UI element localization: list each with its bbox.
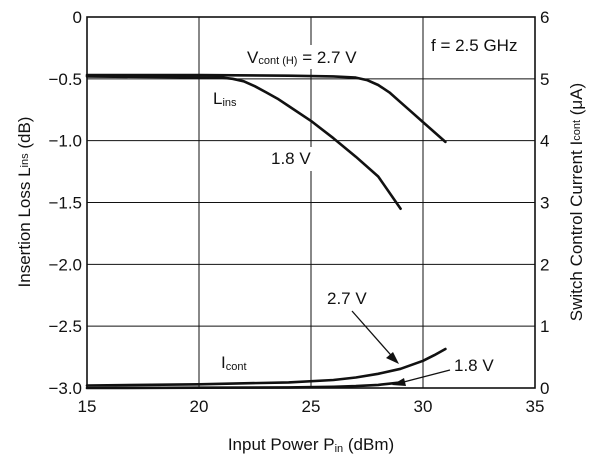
svg-text:2.7 V: 2.7 V (327, 289, 367, 308)
x-tick-label: 25 (302, 397, 321, 416)
y-left-tick-label: 0 (73, 8, 82, 27)
annotation-lins: Lins (213, 89, 237, 109)
annotation-vcont: Vcont (H) = 2.7 V (240, 45, 418, 69)
x-tick-label: 20 (190, 397, 209, 416)
y-right-tick-label: 5 (540, 70, 549, 89)
series-lines (85, 73, 447, 390)
annotation-icont-1-8v: 1.8 V (451, 354, 507, 376)
x-tick-label: 35 (526, 397, 545, 416)
grid-lines (87, 17, 535, 388)
tick-labels: 15 20 25 30 350−0.5−1.0−1.5−2.0−2.5−3.0 01234… (48, 8, 549, 416)
series-line-left-1 (85, 75, 402, 210)
svg-text:1.8 V: 1.8 V (271, 149, 311, 168)
series-line-right-3 (85, 381, 402, 390)
svg-text:Vcont (H) = 2.7 V: Vcont (H) = 2.7 V (247, 48, 357, 67)
y-right-tick-label: 3 (540, 194, 549, 213)
x-tick-label: 15 (78, 397, 97, 416)
series-line-right-2 (85, 347, 447, 387)
x-axis-title: Input Power Pin (dBm) (228, 435, 394, 455)
x-tick-label: 30 (414, 397, 433, 416)
arrow-icont-1-8v (392, 369, 451, 386)
annotation-frequency: f = 2.5 GHz (426, 32, 530, 58)
y-right-tick-label: 2 (540, 255, 549, 274)
y-left-tick-label: −1.5 (48, 194, 82, 213)
y-left-tick-label: −2.0 (48, 255, 82, 274)
y-left-axis-title: Insertion Loss Lins (dB) (15, 117, 34, 288)
y-left-tick-label: −0.5 (48, 70, 82, 89)
arrow-icont-2-7v (351, 310, 399, 364)
y-right-axis-title: Switch Control Current Icont (μA) (567, 83, 586, 321)
y-right-tick-label: 1 (540, 317, 549, 336)
y-left-tick-label: −3.0 (48, 379, 82, 398)
svg-text:1.8 V: 1.8 V (454, 356, 494, 375)
annotation-lins-1-8v: 1.8 V (268, 147, 312, 171)
series-line-left-0 (85, 73, 447, 144)
y-right-tick-label: 4 (540, 132, 549, 151)
y-left-tick-label: −1.0 (48, 132, 82, 151)
y-right-tick-label: 0 (540, 379, 549, 398)
y-right-tick-label: 6 (540, 8, 549, 27)
annotation-icont-2-7v: 2.7 V (322, 287, 376, 309)
y-left-tick-label: −2.5 (48, 317, 82, 336)
svg-text:f = 2.5 GHz: f = 2.5 GHz (431, 36, 517, 55)
annotation-icont: Icont (221, 353, 247, 373)
